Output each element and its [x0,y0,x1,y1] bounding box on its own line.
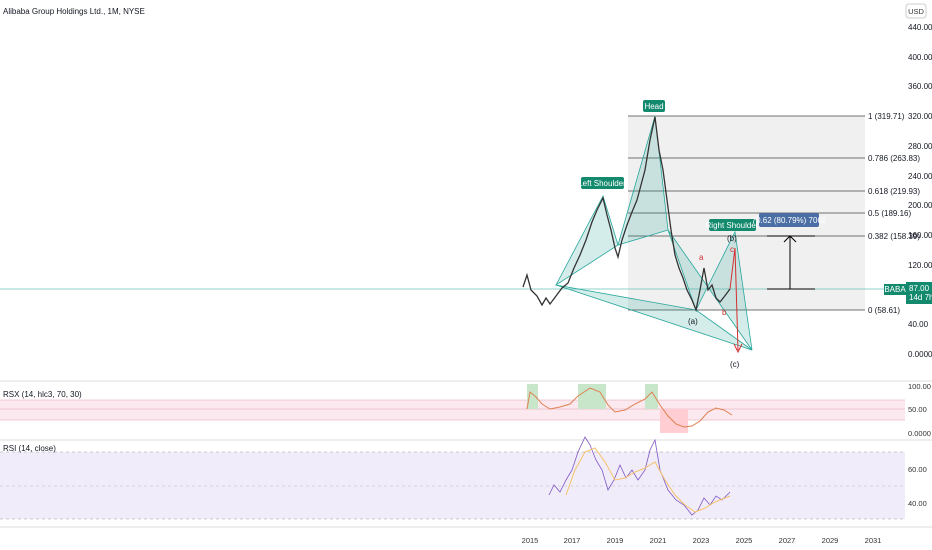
rsi-tick: 40.00 [908,499,927,508]
price-series [522,116,731,313]
measure-label: 70.62 (80.79%) 7062 [752,216,827,225]
badge [906,282,932,304]
highlight [660,409,688,433]
wave-label: (a) [688,317,698,326]
time-tick: 2015 [522,536,539,545]
badge-countdown: 14d 7h [909,293,932,302]
price-tick: 400.00 [908,53,932,62]
rsx-tick: 100.00 [908,382,931,391]
badge-price: 87.00 [909,284,930,293]
price-tick: 320.00 [908,112,932,121]
currency-box[interactable] [905,3,927,19]
measure-box [759,213,819,227]
badge [884,284,906,295]
fib-label: 1 (319.71) [868,112,905,121]
hs-pattern [554,115,753,351]
price-tick: 40.00 [908,320,929,329]
rsi-band [0,452,905,519]
fib-labels: 1 (319.71) 0.786 (263.83) 0.618 (219.93)… [868,112,920,315]
rsx-label: RSX (14, hlc3, 70, 30) [3,390,82,399]
fib-label: 0.786 (263.83) [868,154,920,163]
triangle [617,115,669,246]
fib-label: 0 (58.61) [868,306,900,315]
triangle [555,284,753,351]
left-shoulder-label: Left Shoulder [578,179,626,188]
price-tick: 440.00 [908,23,932,32]
rsx-band [0,400,905,420]
time-axis: 2015 2017 2019 2021 2023 2025 2027 2029 … [522,536,882,545]
fib-label: 0.618 (219.93) [868,187,920,196]
right-shoulder-label: Right Shoulder [706,221,759,230]
time-tick: 2031 [865,536,882,545]
rsx-tick: 50.00 [908,405,927,414]
currency[interactable]: USD [908,7,924,16]
wave-label: b [722,308,727,317]
price-tick: 360.00 [908,82,932,91]
label-box [643,100,665,112]
rsx-line [526,387,733,428]
time-tick: 2019 [607,536,624,545]
rsi-ma [565,447,731,513]
label-box [709,219,756,231]
triangle [554,194,619,287]
time-tick: 2017 [564,536,581,545]
wave-label: (b) [727,234,737,243]
triangle [667,229,753,351]
wave-path [729,247,739,351]
label-box [581,177,624,189]
price-tick: 240.00 [908,172,932,181]
price-axis: 440.00 400.00 360.00 320.00 280.00 240.0… [908,23,932,359]
wave-label: c [730,245,734,254]
rsi-line [548,436,731,516]
price-tick: 280.00 [908,142,932,151]
wave-label: (c) [730,360,740,369]
time-tick: 2021 [650,536,667,545]
time-tick: 2029 [822,536,839,545]
price-tick: 120.00 [908,261,932,270]
time-tick: 2025 [736,536,753,545]
fib-label: 0.5 (189.16) [868,209,911,218]
time-tick: 2027 [779,536,796,545]
badge-symbol: BABA [884,285,906,294]
highlight [527,384,538,409]
fib-label: 0.382 (158.39) [868,232,920,241]
arrow-head [733,343,743,354]
price-tick: 160.00 [908,231,932,240]
head-label: Head [644,102,663,111]
price-tick: 200.00 [908,201,932,210]
rsx-tick: 0.0000 [908,429,931,438]
rsi-label: RSI (14, close) [3,444,56,453]
chart-title: Alibaba Group Holdings Ltd., 1M, NYSE [3,7,145,16]
price-tick: 0.0000 [908,350,932,359]
wave-label: a [699,253,704,262]
highlight [578,384,606,409]
highlight [645,384,658,409]
time-tick: 2023 [693,536,710,545]
rsi-tick: 60.00 [908,465,927,474]
